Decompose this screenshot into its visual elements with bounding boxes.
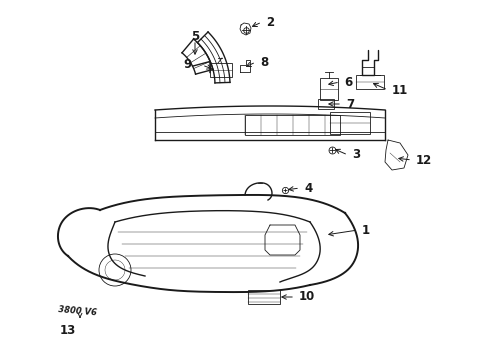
Bar (248, 290, 280, 304)
Text: 11: 11 (392, 84, 408, 96)
Bar (318, 99, 334, 109)
Text: 2: 2 (266, 15, 274, 28)
Text: 12: 12 (416, 153, 432, 166)
Text: 4: 4 (304, 181, 312, 194)
Text: 6: 6 (344, 76, 352, 89)
Bar (356, 75, 384, 89)
Bar (245, 115, 340, 135)
Text: 7: 7 (346, 98, 354, 111)
Bar (330, 112, 370, 134)
Text: 8: 8 (260, 55, 268, 68)
Text: 13: 13 (60, 324, 76, 337)
Text: 5: 5 (191, 30, 199, 42)
Bar (320, 78, 338, 100)
Bar (210, 63, 232, 77)
Text: 9: 9 (184, 58, 192, 72)
Text: 1: 1 (362, 224, 370, 237)
Text: 10: 10 (299, 291, 315, 303)
Text: 3: 3 (352, 148, 360, 162)
Text: 3800 V6: 3800 V6 (58, 305, 98, 317)
